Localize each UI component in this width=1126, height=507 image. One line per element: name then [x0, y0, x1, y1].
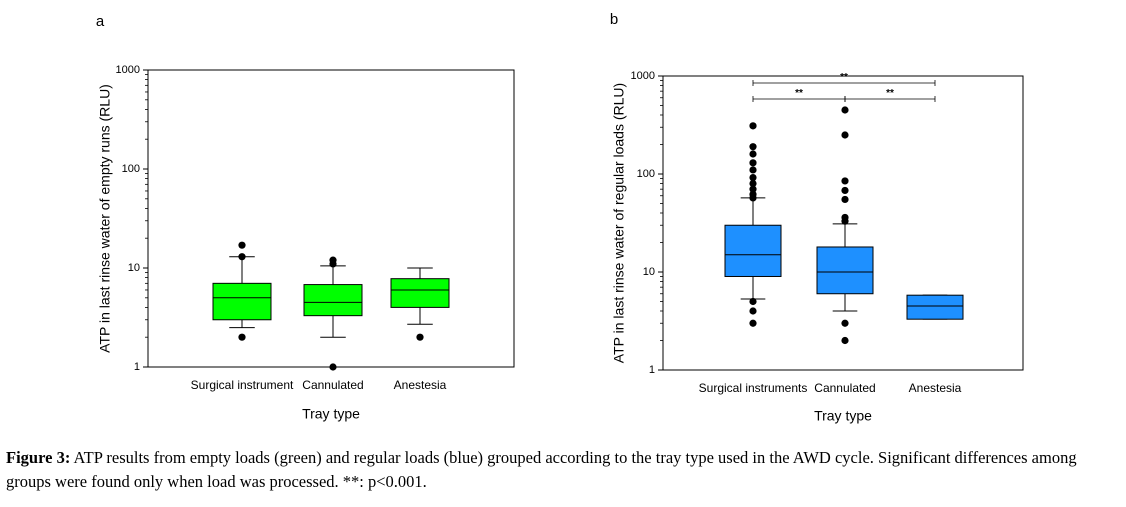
y-tick-label: 100	[122, 163, 140, 175]
caption-label: Figure 3:	[6, 448, 71, 467]
outlier-point	[749, 319, 757, 327]
panel-label: a	[96, 13, 105, 30]
plot-frame	[147, 69, 515, 368]
outlier-point	[329, 256, 337, 264]
box-iqr	[724, 224, 782, 277]
panel-label: b	[610, 11, 618, 28]
x-tick-label: Cannulated	[814, 381, 875, 395]
outlier-point	[238, 241, 246, 249]
y-tick-label: 1	[649, 364, 655, 376]
outlier-point	[238, 253, 246, 261]
y-tick-label: 1000	[116, 64, 140, 76]
x-tick-label: Anestesia	[394, 378, 447, 392]
y-tick-label: 100	[637, 168, 655, 180]
outlier-point	[841, 106, 849, 114]
box-iqr	[390, 278, 450, 308]
outlier-point	[841, 336, 849, 345]
outlier-point	[749, 159, 757, 167]
outlier-point	[238, 333, 246, 341]
outlier-point	[749, 185, 757, 193]
box-iqr	[906, 294, 964, 320]
x-axis-label: Tray type	[814, 408, 872, 424]
plot-frame	[662, 75, 1024, 371]
outlier-point	[749, 166, 757, 174]
outlier-point	[749, 190, 757, 198]
y-tick-label: 10	[643, 266, 655, 278]
outlier-point	[416, 333, 424, 341]
outlier-point	[329, 363, 337, 371]
y-axis-label: ATP in last rinse water of empty runs (R…	[97, 84, 113, 353]
y-axis-label: ATP in last rinse water of regular loads…	[611, 83, 627, 363]
x-tick-label: Surgical instrument	[191, 378, 294, 392]
outlier-point	[749, 307, 757, 315]
box-iqr	[212, 282, 272, 321]
box-iqr	[303, 284, 363, 317]
significance-label: **	[840, 72, 848, 83]
significance-label: **	[886, 88, 894, 99]
x-tick-label: Anestesia	[909, 381, 962, 395]
outlier-point	[749, 150, 757, 158]
x-axis-label: Tray type	[302, 406, 360, 422]
y-tick-label: 10	[128, 262, 140, 274]
x-tick-label: Cannulated	[302, 378, 363, 392]
outlier-point	[749, 122, 757, 130]
figure-caption: Figure 3: ATP results from empty loads (…	[6, 446, 1116, 494]
outlier-point	[749, 143, 757, 151]
outlier-point	[841, 213, 849, 222]
y-tick-label: 1000	[631, 70, 655, 82]
significance-label: **	[795, 88, 803, 99]
outlier-point	[841, 177, 849, 185]
outlier-point	[841, 319, 849, 327]
outlier-point	[841, 186, 849, 195]
outlier-point	[841, 131, 849, 139]
box-iqr	[816, 246, 874, 295]
outlier-point	[749, 173, 757, 182]
outlier-point	[749, 179, 757, 188]
x-tick-label: Surgical instruments	[699, 381, 808, 395]
panel-b: b 1 10 100 1000 ATP in last rinse water of re…	[610, 11, 1024, 424]
outlier-point	[841, 195, 849, 204]
caption-text: ATP results from empty loads (green) and…	[6, 448, 1077, 491]
outlier-point	[749, 297, 757, 306]
y-tick-label: 1	[134, 361, 140, 373]
